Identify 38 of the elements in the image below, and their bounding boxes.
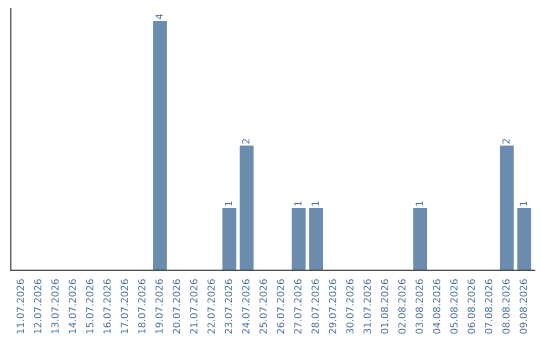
x-tick-label: 15.07.2026: [86, 279, 94, 334]
x-tick-label: 29.07.2026: [328, 279, 336, 334]
data-label: 1: [294, 201, 302, 206]
x-tick-label: 18.07.2026: [138, 279, 146, 334]
x-tick-label: 19.07.2026: [155, 279, 163, 334]
x-tick-label: 01.08.2026: [380, 279, 388, 334]
x-tick-label: 22.07.2026: [207, 279, 215, 334]
data-label: 1: [224, 201, 232, 206]
x-tick-label: 12.07.2026: [34, 279, 42, 334]
x-tick-label: 16.07.2026: [103, 279, 111, 334]
x-tick-label: 30.07.2026: [346, 279, 354, 334]
x-tick-label: 17.07.2026: [120, 279, 128, 334]
x-tick-label: 02.08.2026: [398, 279, 406, 334]
x-tick-label: 24.07.2026: [242, 279, 250, 334]
x-tick-label: 28.07.2026: [312, 279, 319, 334]
x-tick-label: 14.07.2026: [68, 279, 76, 334]
x-tick-label: 13.07.2026: [51, 279, 59, 334]
x-tick-label: 20.07.2026: [172, 279, 180, 334]
x-tick-label: 26.07.2026: [276, 279, 284, 334]
x-tick-label: 11.07.2026: [16, 279, 24, 334]
x-tick-label: 09.08.2026: [520, 279, 528, 334]
data-label: 1: [312, 201, 319, 206]
data-label: 1: [416, 201, 423, 206]
x-tick-label: 21.07.2026: [190, 279, 198, 334]
x-tick-label: 31.07.2026: [364, 279, 371, 334]
x-tick-label: 23.07.2026: [224, 279, 232, 334]
x-tick-label: 25.07.2026: [259, 279, 267, 334]
data-label: 1: [520, 201, 527, 206]
data-label: 2: [242, 139, 250, 144]
x-tick-label: 07.08.2026: [484, 279, 492, 334]
x-tick-label: 04.08.2026: [432, 279, 440, 334]
x-tick-label: 03.08.2026: [416, 279, 423, 334]
x-tick-label: 08.08.2026: [502, 279, 510, 334]
x-tick-label: 05.08.2026: [450, 279, 458, 334]
x-tick-label: 06.08.2026: [468, 279, 475, 334]
x-tick-label: 27.07.2026: [294, 279, 302, 334]
data-label: 2: [502, 139, 510, 144]
data-label: 4: [156, 14, 163, 20]
